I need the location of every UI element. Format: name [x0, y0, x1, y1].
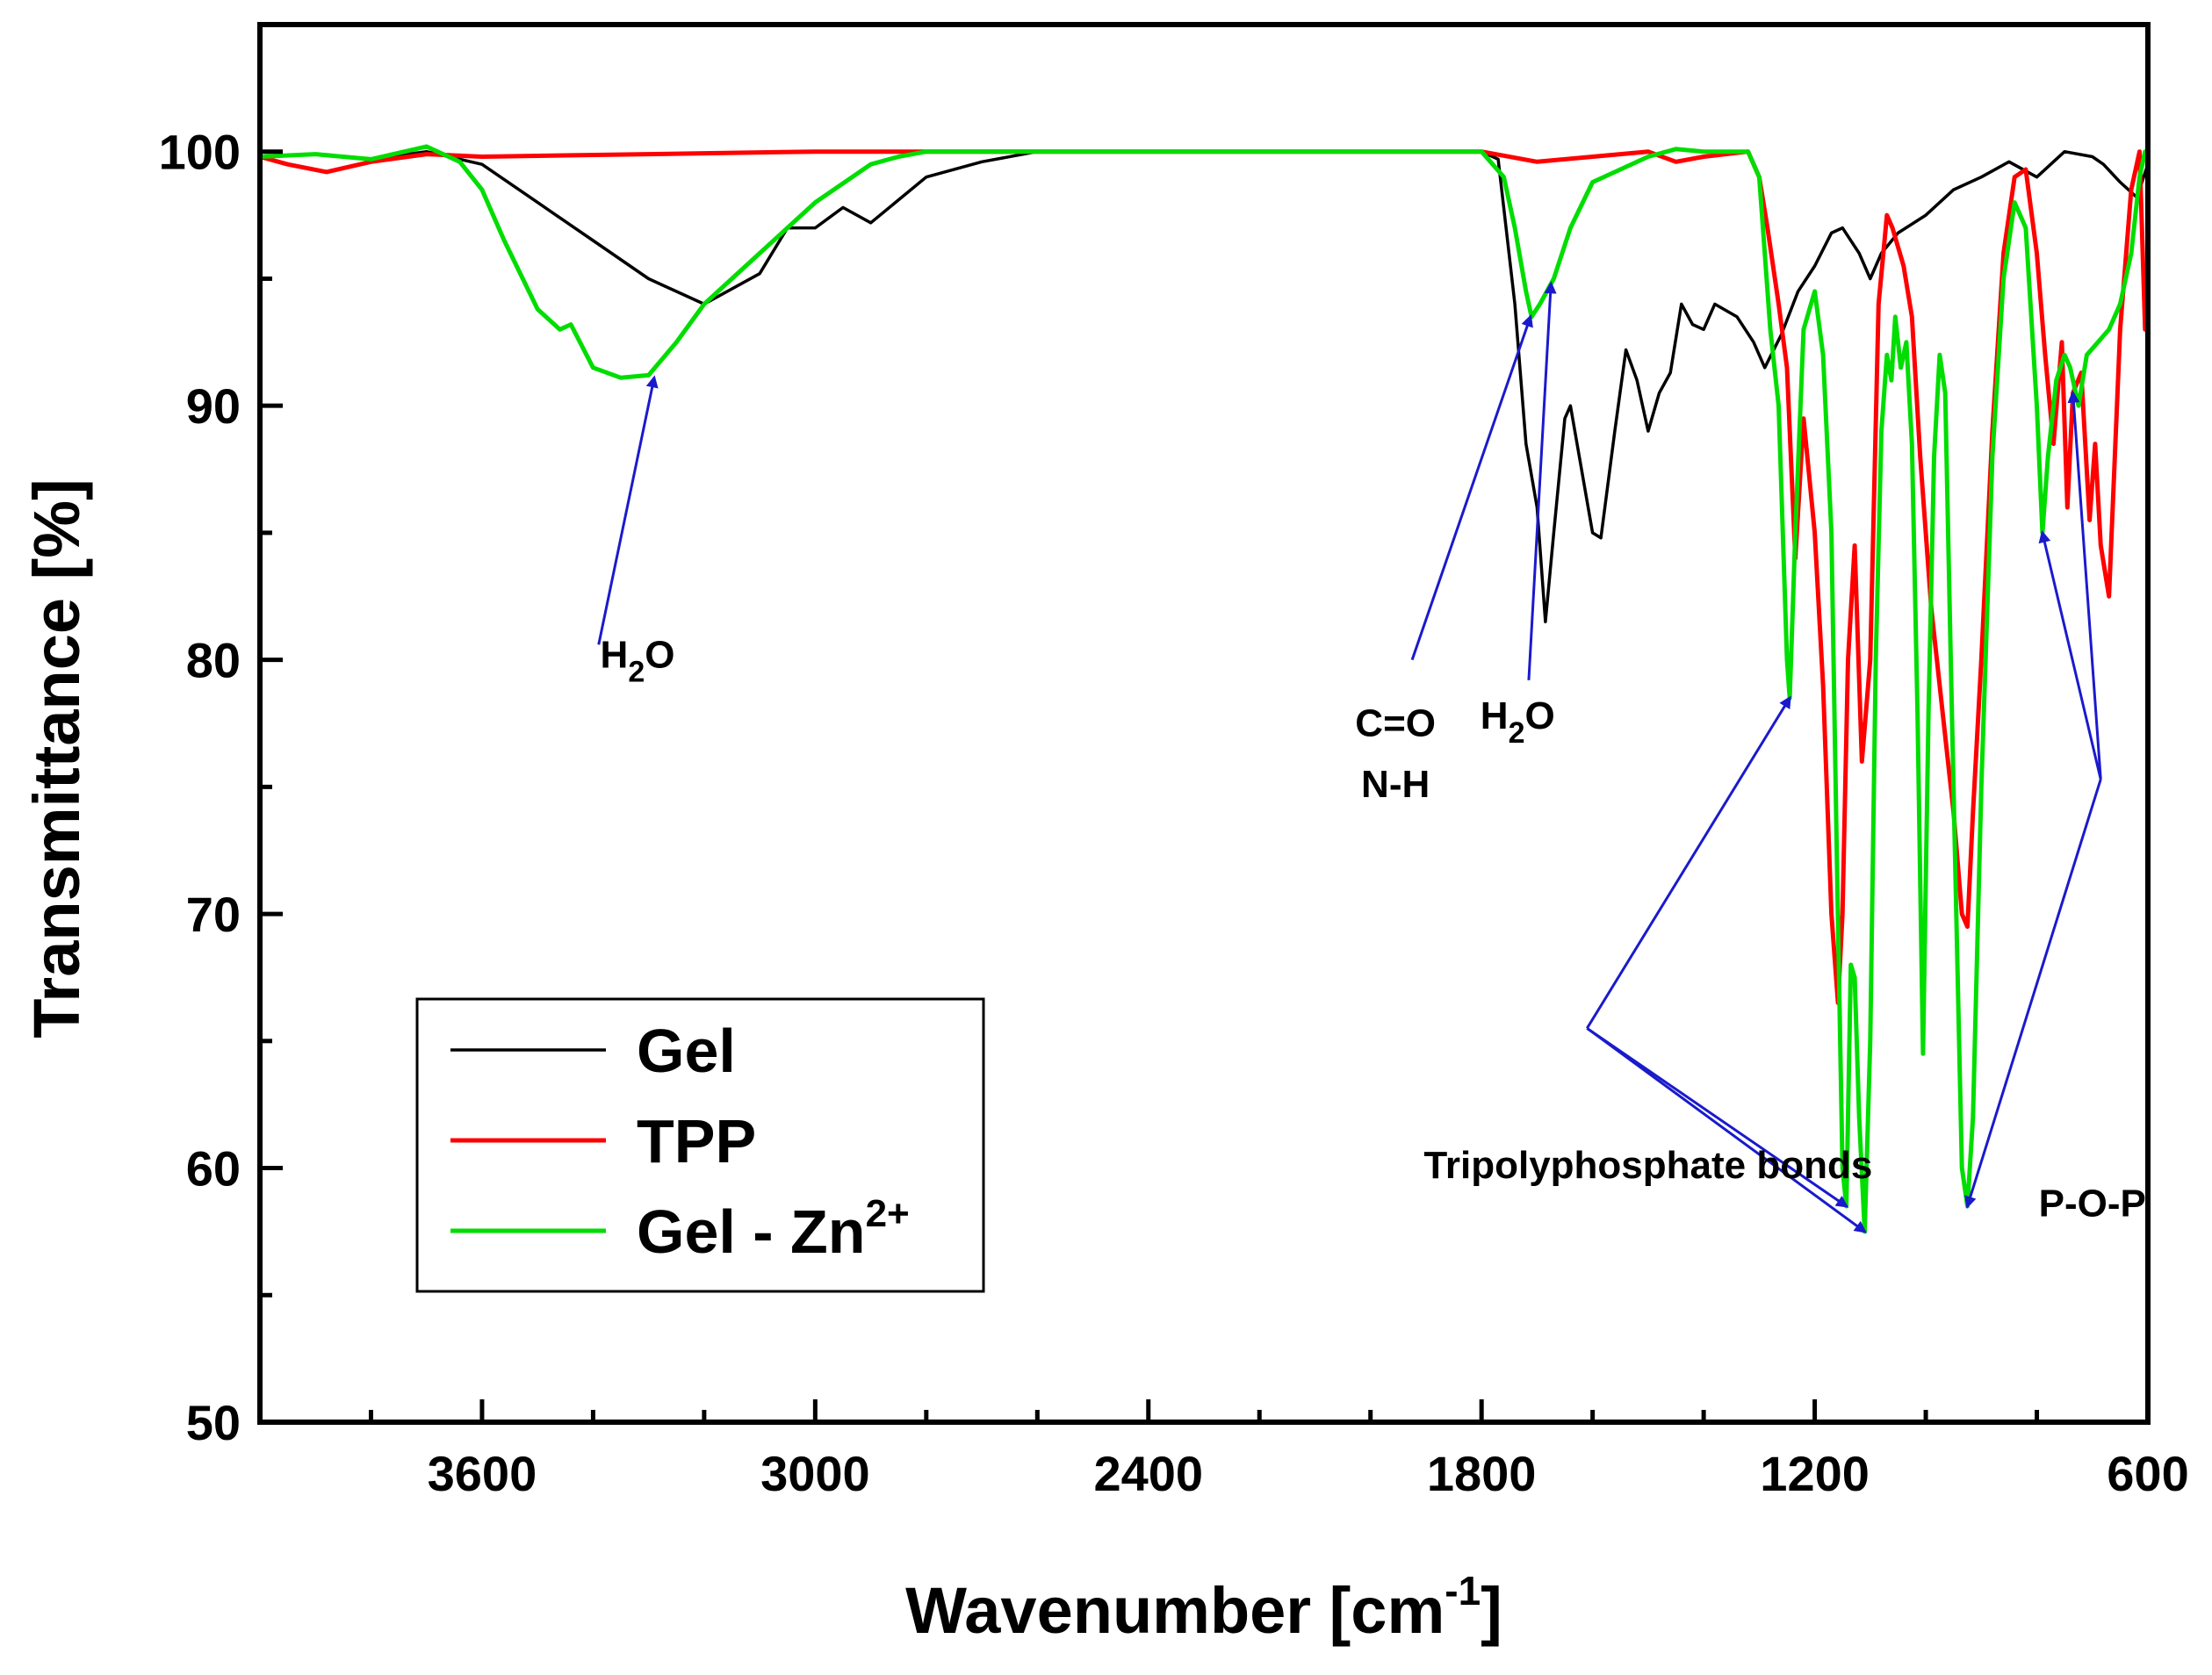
arrow-tpp-3 [1586, 1027, 1867, 1233]
x-tick-label: 1800 [1427, 1446, 1537, 1501]
x-axis-title-end: ] [1481, 1574, 1502, 1647]
y-axis-title: Transmittance [%] [20, 478, 93, 1038]
legend: Gel TPP Gel - Zn2+ [415, 997, 985, 1293]
x-tick-label: 2400 [1093, 1446, 1203, 1501]
annotation-pop: P-O-P [2039, 1183, 2146, 1226]
annotation-tpp-bonds: Tripolyphosphate bonds [1423, 1144, 1872, 1187]
y-tick-label: 90 [186, 378, 241, 434]
annotation-h2o-left: H2O [601, 633, 675, 688]
annotation-nh: N-H [1361, 763, 1430, 806]
annotation-labels: H2O C=O N-H H2O Tripolyphosphate bonds P-O-P [601, 633, 2146, 1225]
series-layer [259, 144, 2151, 1234]
y-tick-label: 60 [186, 1141, 241, 1197]
x-tick-label: 3600 [428, 1446, 537, 1501]
arrow-h2o-left [597, 375, 659, 645]
x-axis-title-main: Wavenumber [cm [905, 1574, 1445, 1647]
legend-label-1: TPP [637, 1107, 756, 1175]
arrow-tpp-2 [1586, 1027, 1849, 1208]
annotation-arrows [597, 281, 2102, 1233]
arrow-h2o-right [1527, 281, 1557, 680]
x-tick-label: 600 [2107, 1446, 2188, 1501]
x-tick-label: 3000 [760, 1446, 870, 1501]
x-axis-title-sup: -1 [1445, 1568, 1481, 1614]
arrow-pop-1 [1964, 779, 2102, 1209]
y-tick-label: 50 [186, 1395, 241, 1450]
arrow-co [1410, 314, 1533, 661]
arrow-pop-2 [2038, 529, 2102, 780]
x-tick-label: 1200 [1760, 1446, 1870, 1501]
arrow-pop-3 [2067, 390, 2102, 780]
y-tick-label: 80 [186, 633, 241, 688]
y-tick-label: 100 [159, 125, 241, 180]
series-line-2 [259, 144, 2151, 1234]
legend-label-2: Gel - Zn2+ [637, 1192, 910, 1266]
y-tick-label: 70 [186, 887, 241, 942]
legend-box [415, 997, 985, 1293]
x-axis-title: Wavenumber [cm-1] [905, 1568, 1502, 1647]
arrow-tpp-1 [1586, 695, 1791, 1030]
series-line-1 [259, 149, 2151, 1005]
axis-ticks: 3600 3000 2400 1800 1200 600 50 60 70 80 90 100 [159, 125, 2189, 1501]
annotation-co: C=O [1355, 701, 1436, 744]
plot-frame [257, 22, 2151, 1425]
legend-label-0: Gel [637, 1017, 736, 1085]
series-line-0 [259, 149, 2150, 623]
annotation-h2o-right: H2O [1481, 694, 1555, 750]
